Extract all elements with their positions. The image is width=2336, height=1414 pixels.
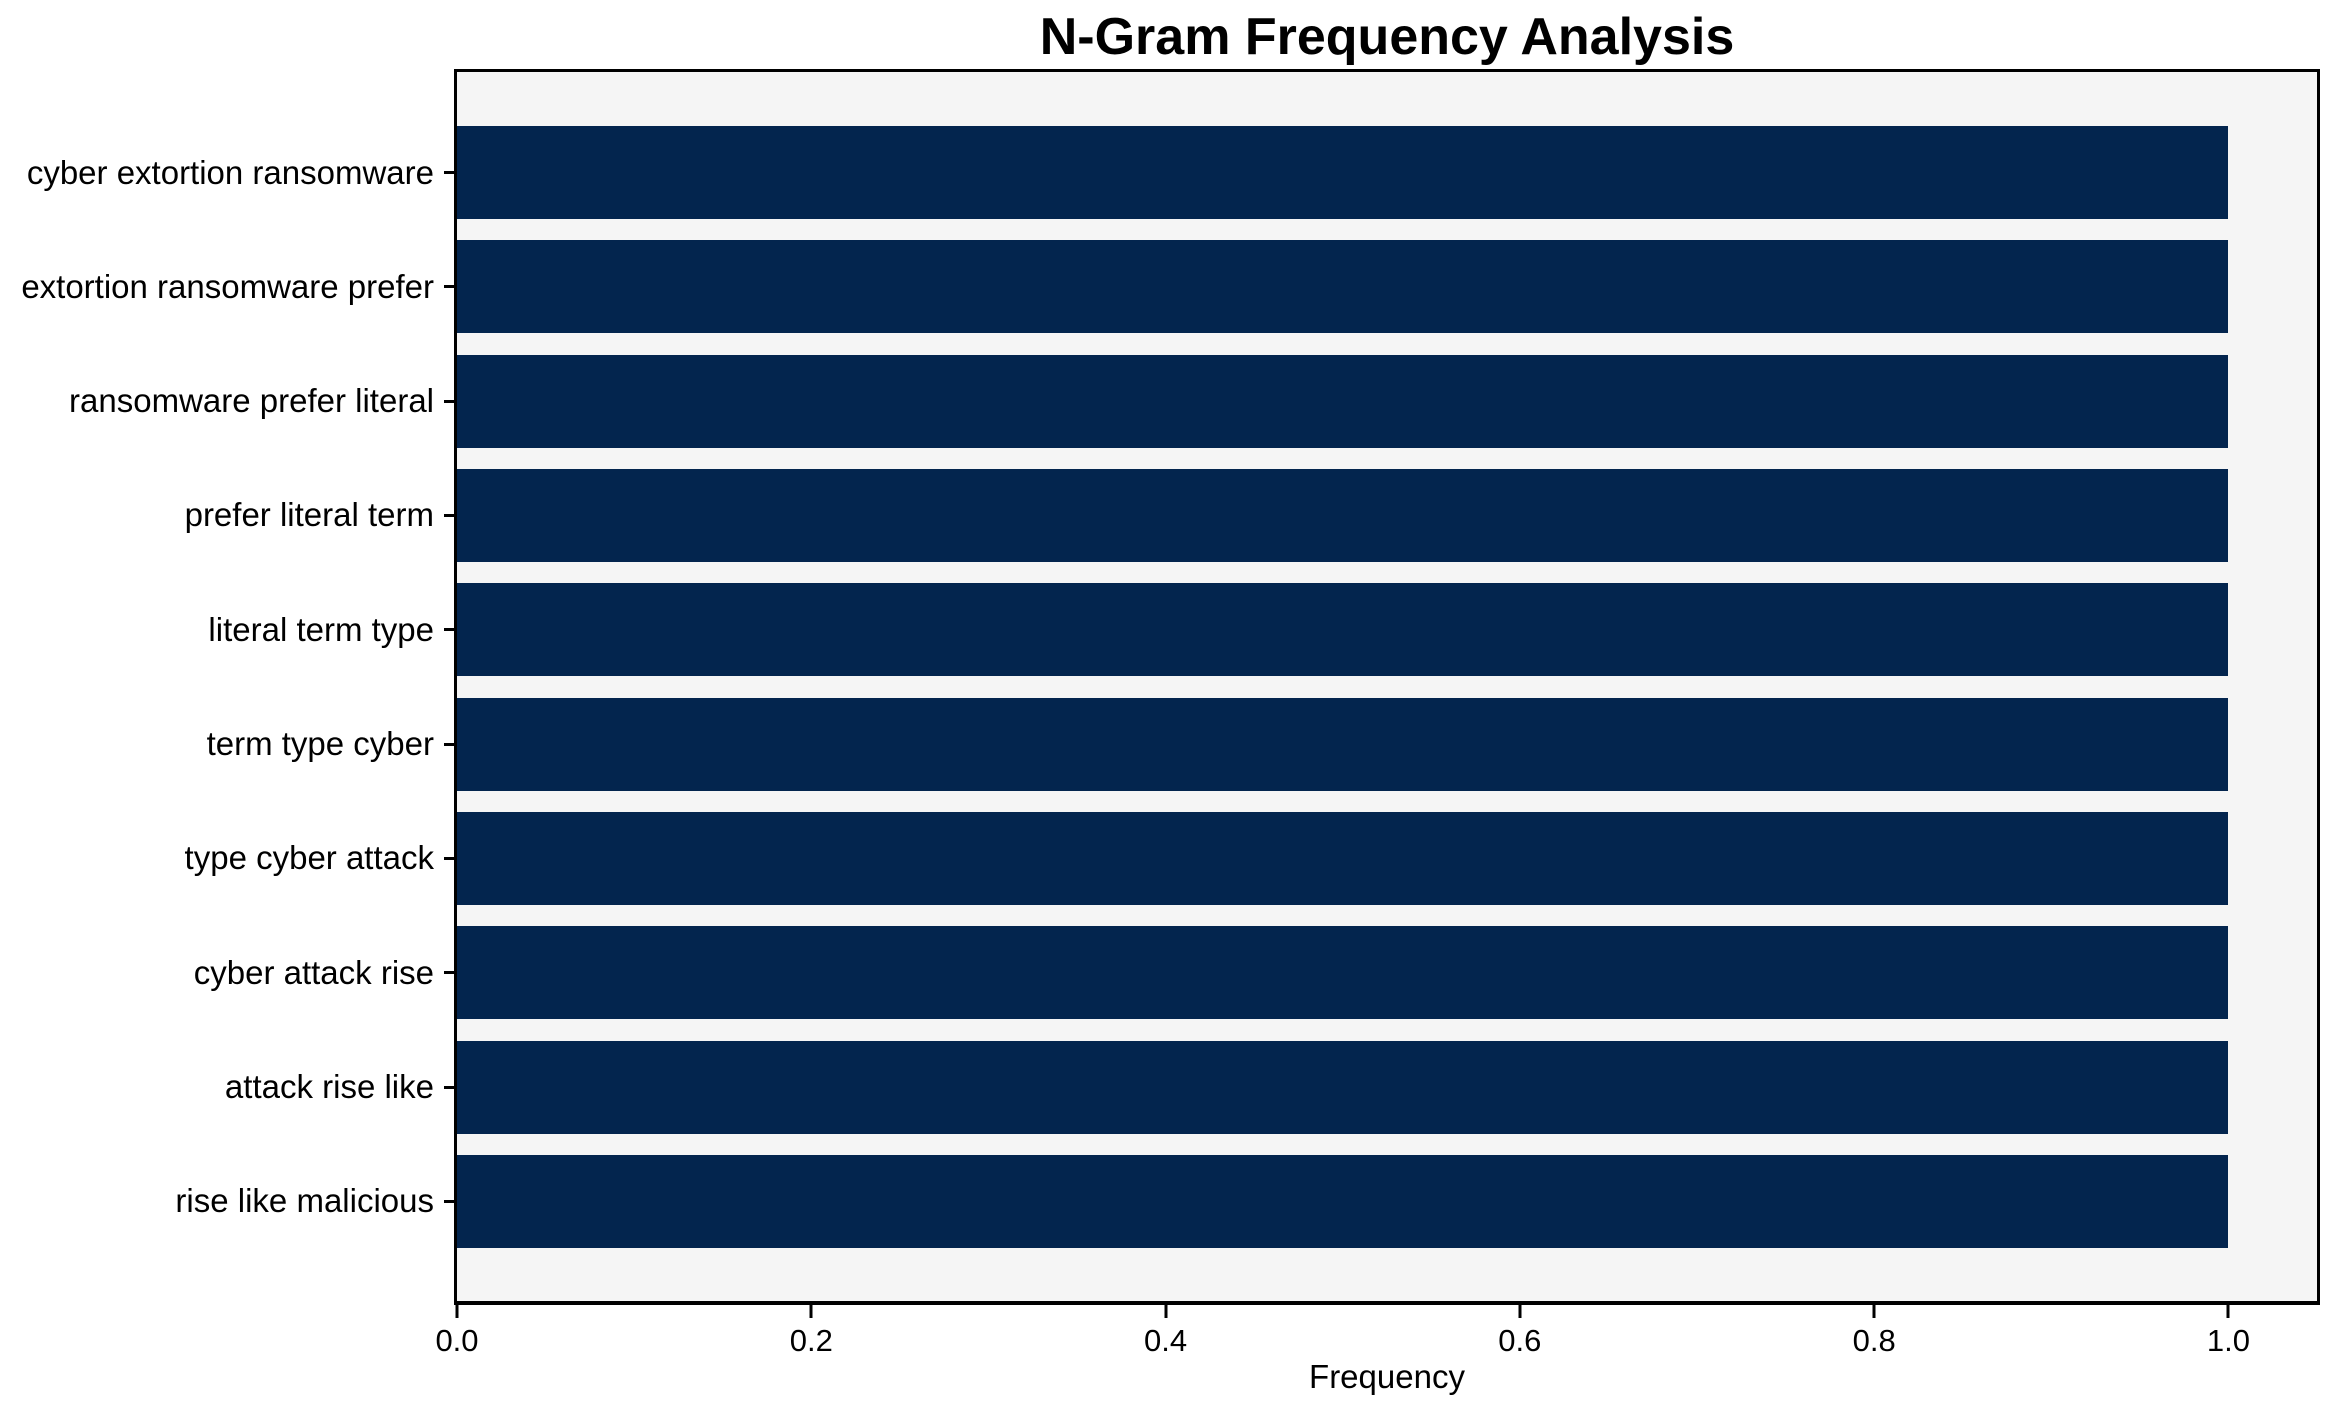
y-tick-label: literal term type	[208, 610, 434, 648]
x-tick-label: 1.0	[2206, 1323, 2250, 1358]
x-tick-label: 0.8	[1852, 1323, 1896, 1358]
bar	[457, 468, 2229, 562]
x-tick-label: 0.6	[1498, 1323, 1542, 1358]
y-tick	[444, 1085, 457, 1089]
x-tick	[455, 1305, 459, 1318]
x-axis-title: Frequency	[1309, 1358, 1465, 1395]
y-tick-label: cyber attack rise	[193, 953, 434, 991]
x-tick	[1518, 1305, 1522, 1318]
y-tick	[444, 1199, 457, 1203]
bar	[457, 697, 2229, 791]
y-axis: cyber extortion ransomware extortion rans…	[0, 72, 457, 1301]
bars-layer	[457, 72, 2317, 1301]
x-tick	[1872, 1305, 1876, 1318]
y-tick	[444, 285, 457, 289]
y-tick	[444, 399, 457, 403]
y-tick-label: type cyber attack	[184, 839, 434, 877]
x-tick-label: 0.0	[435, 1323, 479, 1358]
y-tick-label: rise like malicious	[175, 1182, 434, 1220]
y-tick	[444, 628, 457, 632]
bar	[457, 126, 2229, 219]
plot-area	[454, 69, 2320, 1305]
y-tick	[444, 513, 457, 517]
y-tick-label: attack rise like	[224, 1068, 434, 1106]
bar	[457, 354, 2229, 448]
x-tick	[1164, 1305, 1168, 1318]
x-tick-label: 0.2	[789, 1323, 833, 1358]
x-axis: 0.0 0.2 0.4 0.6 0.8 1.0	[435, 1305, 2317, 1375]
y-tick-label: cyber extortion ransomware	[26, 153, 434, 191]
x-tick	[809, 1305, 813, 1318]
x-tick	[2226, 1305, 2230, 1318]
bar	[457, 926, 2229, 1020]
y-tick	[444, 171, 457, 174]
x-tick-label: 0.4	[1144, 1323, 1188, 1358]
bar	[457, 583, 2229, 677]
chart-title: N-Gram Frequency Analysis	[1039, 8, 1735, 66]
y-tick-label: extortion ransomware prefer	[21, 267, 434, 305]
bar	[457, 1040, 2229, 1134]
bar	[457, 1154, 2229, 1248]
bar	[457, 240, 2229, 334]
y-tick-label: prefer literal term	[184, 496, 434, 534]
y-tick	[444, 742, 457, 746]
y-tick	[444, 971, 457, 975]
y-tick-label: ransomware prefer literal	[69, 382, 434, 420]
bar	[457, 811, 2229, 905]
y-tick-label: term type cyber	[206, 725, 434, 763]
y-tick	[444, 856, 457, 860]
